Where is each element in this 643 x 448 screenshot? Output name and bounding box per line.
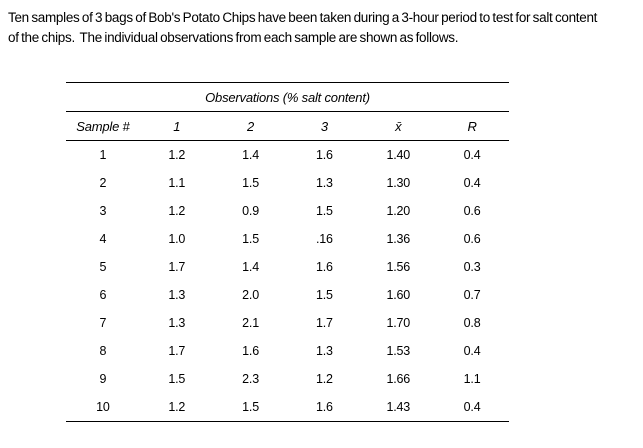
table-cell: 1.40 (386, 148, 410, 162)
table-row: 8 1.7 1.6 1.3 1.53 0.4 (66, 337, 509, 365)
table-cell: 1.6 (242, 344, 259, 358)
table-cell: 1.5 (168, 372, 186, 386)
observations-table-body: 1 1.2 1.4 1.6 1.40 0.4 2 1.1 1.5 1.3 1.30 0.4 3 1.2 0.… (66, 141, 509, 422)
table-cell: 1.2 (168, 148, 186, 162)
table-cell: 0.7 (463, 288, 481, 302)
table-cell: 1.7 (316, 316, 333, 330)
table-cell: 2 (99, 176, 107, 190)
column-header-sample: Sample # (66, 111, 140, 141)
table-cell: 1.5 (316, 288, 333, 302)
table-cell: 0.4 (463, 176, 481, 190)
table-row: 6 1.3 2.0 1.5 1.60 0.7 (66, 281, 509, 309)
table-cell: 1 (99, 148, 107, 162)
table-cell: 0.4 (463, 148, 481, 162)
table-cell: 1.4 (242, 260, 259, 274)
table-cell: 0.6 (463, 232, 481, 246)
table-row: 7 1.3 2.1 1.7 1.70 0.8 (66, 309, 509, 337)
table-cell: 1.3 (168, 316, 186, 330)
table-cell: 2.0 (242, 288, 259, 302)
table-cell: 10 (96, 400, 110, 414)
intro-line-2: of the chips. The individual observation… (8, 30, 459, 45)
table-cell: 1.1 (168, 176, 186, 190)
table-cell: 1.43 (386, 400, 410, 414)
table-cell: .16 (316, 232, 333, 246)
table-cell: 1.5 (242, 176, 259, 190)
table-cell: 1.7 (168, 344, 186, 358)
table-cell: 0.3 (463, 260, 481, 274)
table-cell: 1.2 (316, 372, 333, 386)
table-cell: 0.8 (463, 316, 481, 330)
table-cell: 1.1 (463, 372, 481, 386)
table-cell: 6 (99, 288, 107, 302)
intro-line-1: Ten samples of 3 bags of Bob's Potato Ch… (8, 10, 598, 25)
observations-table: Observations (% salt content) Sample # 1… (66, 82, 509, 422)
table-cell: 1.60 (386, 288, 410, 302)
table-title: Observations (% salt content) (66, 82, 509, 112)
table-cell: 1.66 (386, 372, 410, 386)
table-row: 2 1.1 1.5 1.3 1.30 0.4 (66, 169, 509, 197)
table-row: 10 1.2 1.5 1.6 1.43 0.4 (66, 393, 509, 422)
table-row: 3 1.2 0.9 1.5 1.20 0.6 (66, 197, 509, 225)
table-cell: 4 (99, 232, 107, 246)
table-cell: 1.0 (168, 232, 186, 246)
table-cell: 1.3 (316, 176, 333, 190)
table-cell: 1.53 (386, 344, 410, 358)
table-cell: 2.1 (242, 316, 259, 330)
table-cell: 1.20 (386, 204, 410, 218)
table-cell: 3 (99, 204, 107, 218)
table-cell: 1.4 (242, 148, 259, 162)
table-cell: 1.5 (242, 400, 259, 414)
table-columns-row: Sample # 1 2 3 x̄ R (66, 111, 509, 141)
table-cell: 1.56 (386, 260, 410, 274)
table-cell: 8 (99, 344, 107, 358)
observations-table-header: Observations (% salt content) Sample # 1… (66, 82, 509, 141)
column-header-3: 3 (287, 111, 362, 141)
table-cell: 1.6 (316, 400, 333, 414)
table-cell: 0.4 (463, 400, 481, 414)
table-cell: 1.36 (386, 232, 410, 246)
table-cell: 1.2 (168, 204, 186, 218)
column-header-xbar: x̄ (361, 111, 436, 141)
table-cell: 1.5 (316, 204, 333, 218)
table-cell: 1.5 (242, 232, 259, 246)
table-row: 1 1.2 1.4 1.6 1.40 0.4 (66, 141, 509, 170)
table-cell: 1.6 (316, 148, 333, 162)
column-header-2: 2 (213, 111, 288, 141)
table-cell: 1.2 (168, 400, 186, 414)
intro-paragraph: Ten samples of 3 bags of Bob's Potato Ch… (8, 8, 597, 48)
table-cell: 5 (99, 260, 107, 274)
table-row: 5 1.7 1.4 1.6 1.56 0.3 (66, 253, 509, 281)
table-cell: 1.7 (168, 260, 186, 274)
table-cell: 1.6 (316, 260, 333, 274)
table-cell: 1.3 (316, 344, 333, 358)
table-row: 4 1.0 1.5 .16 1.36 0.6 (66, 225, 509, 253)
table-cell: 1.3 (168, 288, 186, 302)
table-cell: 2.3 (242, 372, 259, 386)
table-cell: 0.6 (463, 204, 481, 218)
table-cell: 0.4 (463, 344, 481, 358)
table-cell: 1.70 (386, 316, 410, 330)
table-title-row: Observations (% salt content) (66, 82, 509, 112)
table-cell: 7 (99, 316, 107, 330)
column-header-1: 1 (139, 111, 214, 141)
table-cell: 9 (99, 372, 107, 386)
table-row: 9 1.5 2.3 1.2 1.66 1.1 (66, 365, 509, 393)
column-header-r: R (435, 111, 509, 141)
table-cell: 1.30 (386, 176, 410, 190)
table-cell: 0.9 (242, 204, 259, 218)
